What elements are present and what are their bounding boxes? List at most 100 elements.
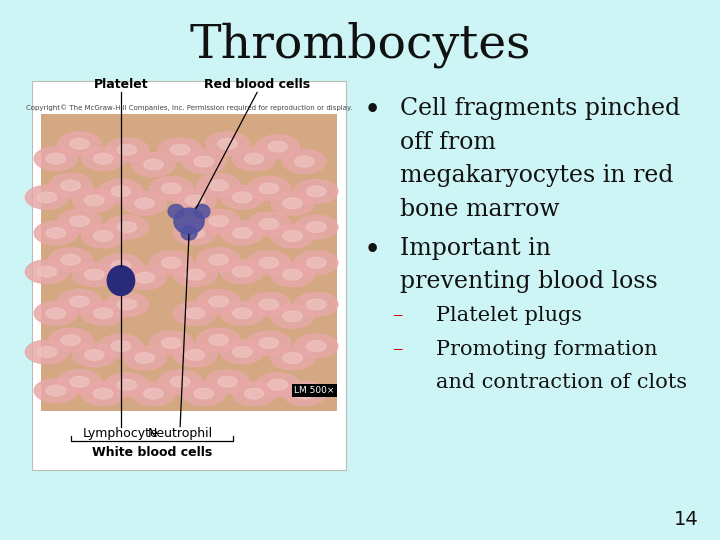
Ellipse shape <box>150 251 193 275</box>
Text: –: – <box>392 306 402 325</box>
Ellipse shape <box>259 338 279 348</box>
Ellipse shape <box>123 346 166 370</box>
Ellipse shape <box>247 212 290 236</box>
Ellipse shape <box>283 311 302 322</box>
Ellipse shape <box>111 260 130 271</box>
Ellipse shape <box>294 251 338 275</box>
Ellipse shape <box>181 226 197 240</box>
Ellipse shape <box>70 138 89 149</box>
Ellipse shape <box>209 216 228 226</box>
Ellipse shape <box>233 347 252 357</box>
Ellipse shape <box>99 179 143 203</box>
Ellipse shape <box>135 353 154 363</box>
Ellipse shape <box>209 254 228 265</box>
Ellipse shape <box>107 266 135 295</box>
Ellipse shape <box>171 376 190 387</box>
Text: preventing blood loss: preventing blood loss <box>400 270 657 293</box>
Ellipse shape <box>185 195 204 206</box>
Ellipse shape <box>217 376 237 387</box>
Text: Cell fragments pinched: Cell fragments pinched <box>400 97 680 120</box>
Ellipse shape <box>307 258 326 268</box>
Ellipse shape <box>150 331 193 355</box>
Ellipse shape <box>81 382 125 406</box>
Ellipse shape <box>46 228 66 238</box>
Ellipse shape <box>144 388 163 399</box>
Ellipse shape <box>220 260 264 284</box>
Text: Promoting formation: Promoting formation <box>436 340 657 359</box>
Ellipse shape <box>84 195 104 206</box>
Ellipse shape <box>194 156 214 167</box>
Ellipse shape <box>247 177 290 200</box>
Ellipse shape <box>247 293 290 316</box>
Ellipse shape <box>132 382 175 406</box>
Text: 14: 14 <box>674 510 698 529</box>
Ellipse shape <box>244 153 264 164</box>
Text: Platelet: Platelet <box>94 78 148 91</box>
Ellipse shape <box>294 388 314 399</box>
Ellipse shape <box>61 180 81 191</box>
Ellipse shape <box>256 373 300 396</box>
Ellipse shape <box>61 335 81 346</box>
Ellipse shape <box>70 376 89 387</box>
Ellipse shape <box>233 228 252 238</box>
Ellipse shape <box>294 293 338 316</box>
Ellipse shape <box>259 219 279 230</box>
Text: Important in: Important in <box>400 237 551 260</box>
Ellipse shape <box>294 215 338 239</box>
Text: •: • <box>364 97 381 125</box>
Ellipse shape <box>81 301 125 325</box>
Ellipse shape <box>161 183 181 194</box>
Ellipse shape <box>49 328 92 352</box>
Ellipse shape <box>220 185 264 209</box>
Ellipse shape <box>256 135 300 159</box>
Ellipse shape <box>307 186 326 197</box>
Ellipse shape <box>61 254 81 265</box>
Ellipse shape <box>81 147 125 171</box>
Text: –: – <box>392 340 402 359</box>
Ellipse shape <box>117 222 137 232</box>
Text: and contraction of clots: and contraction of clots <box>436 373 687 392</box>
Ellipse shape <box>174 221 217 245</box>
Ellipse shape <box>35 221 78 245</box>
Ellipse shape <box>70 216 89 226</box>
Ellipse shape <box>209 335 228 346</box>
Ellipse shape <box>220 221 264 245</box>
Text: White blood cells: White blood cells <box>92 446 212 458</box>
Ellipse shape <box>259 299 279 310</box>
Ellipse shape <box>294 156 314 167</box>
Ellipse shape <box>25 340 68 364</box>
Ellipse shape <box>233 308 252 319</box>
Text: Thrombocytes: Thrombocytes <box>189 22 531 68</box>
Ellipse shape <box>271 263 314 287</box>
Ellipse shape <box>217 138 237 149</box>
Ellipse shape <box>99 334 143 358</box>
Ellipse shape <box>46 153 66 164</box>
Ellipse shape <box>271 224 314 248</box>
Text: Lymphocyte: Lymphocyte <box>83 427 159 440</box>
Ellipse shape <box>73 343 116 367</box>
Ellipse shape <box>233 192 252 202</box>
Text: LM 500×: LM 500× <box>294 386 335 395</box>
Ellipse shape <box>58 289 101 313</box>
Ellipse shape <box>294 179 338 203</box>
Ellipse shape <box>185 349 204 360</box>
Ellipse shape <box>185 228 204 238</box>
Text: off from: off from <box>400 131 495 154</box>
Ellipse shape <box>206 370 249 394</box>
Ellipse shape <box>247 251 290 275</box>
Ellipse shape <box>233 382 276 406</box>
Ellipse shape <box>94 231 113 241</box>
Ellipse shape <box>174 188 217 212</box>
Ellipse shape <box>105 293 148 316</box>
Ellipse shape <box>58 132 101 156</box>
Ellipse shape <box>233 266 252 277</box>
Ellipse shape <box>132 153 175 177</box>
Ellipse shape <box>94 153 113 164</box>
Ellipse shape <box>194 204 210 218</box>
Ellipse shape <box>158 370 202 394</box>
Ellipse shape <box>197 209 240 233</box>
Ellipse shape <box>244 388 264 399</box>
Ellipse shape <box>46 386 66 396</box>
Text: Red blood cells: Red blood cells <box>204 78 310 91</box>
Ellipse shape <box>94 388 113 399</box>
